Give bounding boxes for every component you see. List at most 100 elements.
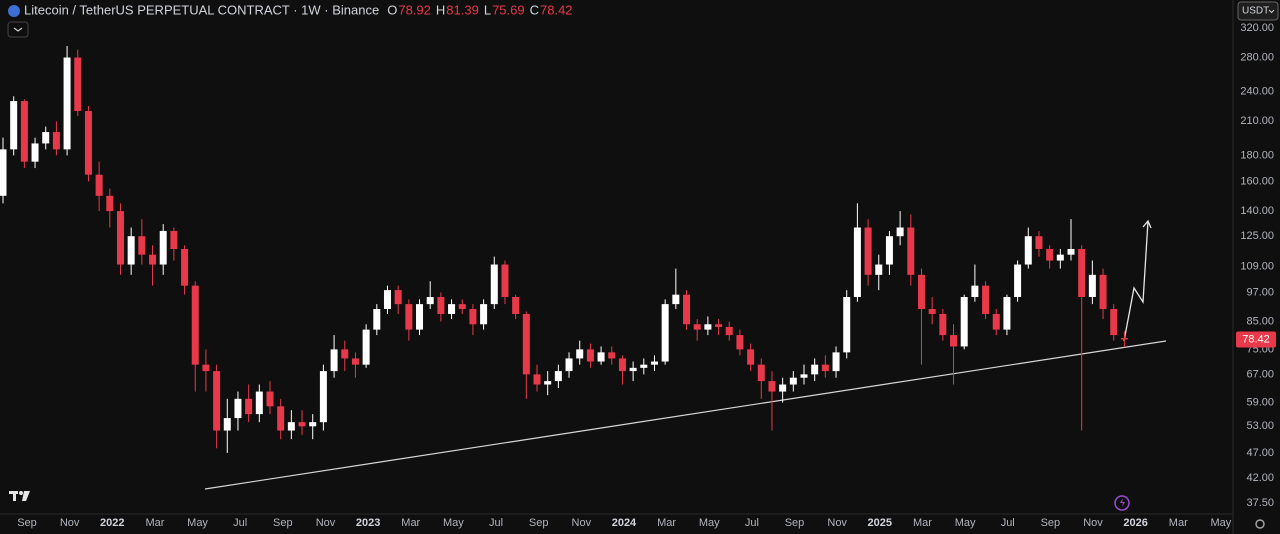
y-tick-label: 320.00 (1240, 22, 1274, 34)
candle-body (683, 294, 691, 325)
settings-icon[interactable] (1255, 519, 1265, 529)
candle-body (63, 57, 71, 150)
x-tick-label: Nov (572, 517, 592, 529)
candle-body (437, 297, 445, 314)
x-tick-label: 2024 (612, 517, 637, 529)
y-tick-label: 37.50 (1246, 497, 1274, 509)
candle-body (116, 211, 124, 265)
x-tick-label: Jul (489, 517, 503, 529)
collapse-icon (13, 27, 23, 32)
candle-body (1014, 264, 1022, 298)
candle-body (853, 227, 861, 298)
candle-body (319, 371, 327, 423)
candle-body (1024, 236, 1032, 265)
candle-body (1067, 248, 1075, 255)
candle-body (1035, 236, 1043, 249)
y-tick-label: 47.00 (1246, 447, 1274, 459)
candle-body (960, 297, 968, 347)
candle-body (950, 335, 958, 347)
x-tick-label: Sep (529, 517, 549, 529)
candle-body (405, 304, 413, 330)
x-tick-label: Nov (1083, 517, 1103, 529)
candle-body (982, 285, 990, 314)
candle-body (565, 358, 573, 372)
y-tick-label: 280.00 (1240, 51, 1274, 63)
x-tick-label: 2026 (1123, 517, 1147, 529)
candle-body (832, 352, 840, 372)
candle-body (245, 398, 253, 415)
x-tick-label: Jul (745, 517, 759, 529)
candle-body (608, 352, 616, 359)
ohlc-value: 75.69 (492, 2, 525, 17)
candle-body (843, 297, 851, 353)
candle-body (330, 349, 338, 372)
candle-body (255, 391, 263, 415)
candle-body (757, 364, 765, 382)
candle-body (640, 364, 648, 368)
x-tick-label: Mar (913, 517, 932, 529)
x-tick-label: Mar (1169, 517, 1188, 529)
ohlc-letter: L (484, 2, 491, 17)
candle-body (971, 285, 979, 298)
candle-body (298, 422, 306, 427)
tradingview-logo (9, 491, 30, 501)
candle-body (223, 418, 231, 431)
y-tick-label: 97.00 (1246, 286, 1274, 298)
candle-body (448, 304, 456, 314)
x-tick-label: Sep (273, 517, 293, 529)
candle-body (768, 381, 776, 392)
y-tick-label: 53.00 (1246, 420, 1274, 432)
projection-path (1123, 220, 1149, 342)
candle-body (576, 349, 584, 359)
candle-body (159, 230, 167, 265)
candle-body (1003, 297, 1011, 330)
candle-body (501, 264, 509, 298)
candle-body (715, 324, 723, 327)
currency-dropdown[interactable] (1237, 1, 1279, 21)
candle-body (736, 335, 744, 350)
y-tick-label: 210.00 (1240, 115, 1274, 127)
candle-body (1078, 248, 1086, 298)
x-tick-label: Mar (401, 517, 420, 529)
price-tag (1236, 331, 1276, 348)
alert-bolt (1120, 498, 1125, 507)
chart-title: Litecoin / TetherUS PERPETUAL CONTRACT ·… (24, 2, 379, 17)
candle-body (42, 132, 50, 144)
collapse-button[interactable] (7, 21, 29, 38)
candle-body (52, 132, 60, 150)
candle-body (597, 352, 605, 362)
candle-body (95, 174, 103, 196)
candle-body (875, 264, 883, 275)
candle-body (1056, 254, 1064, 261)
ohlc-legend: O 78.92 H 81.39 L 75.69 C 78.42 (387, 2, 572, 17)
y-tick-label: 140.00 (1240, 205, 1274, 217)
candle-body (202, 364, 210, 372)
price-tag-label: 78.42 (1242, 333, 1270, 345)
ohlc-letter: C (530, 2, 539, 17)
candle-body (907, 227, 915, 275)
candle-body (992, 313, 1000, 330)
candle-body (181, 248, 189, 286)
x-tick-label: Nov (60, 517, 80, 529)
ohlc-letter: H (436, 2, 445, 17)
x-tick-label: Nov (827, 517, 847, 529)
x-tick-label: May (187, 517, 208, 529)
candle-body (554, 371, 562, 382)
x-tick-label: 2023 (356, 517, 380, 529)
y-tick-label: 180.00 (1240, 149, 1274, 161)
candle-body (84, 110, 92, 175)
x-tick-label: Sep (17, 517, 37, 529)
candle-body (426, 297, 434, 305)
candle-body (1110, 308, 1118, 336)
candle-body (458, 304, 466, 309)
dropdown-icon (1268, 9, 1275, 14)
candle-body (885, 236, 893, 265)
candle-body (138, 236, 146, 255)
ohlc-letter: O (387, 2, 397, 17)
candle-body (672, 294, 680, 305)
alert-icon[interactable] (1114, 495, 1130, 511)
candle-body (1099, 274, 1107, 309)
y-tick-label: 160.00 (1240, 175, 1274, 187)
x-tick-label: 2025 (868, 517, 892, 529)
